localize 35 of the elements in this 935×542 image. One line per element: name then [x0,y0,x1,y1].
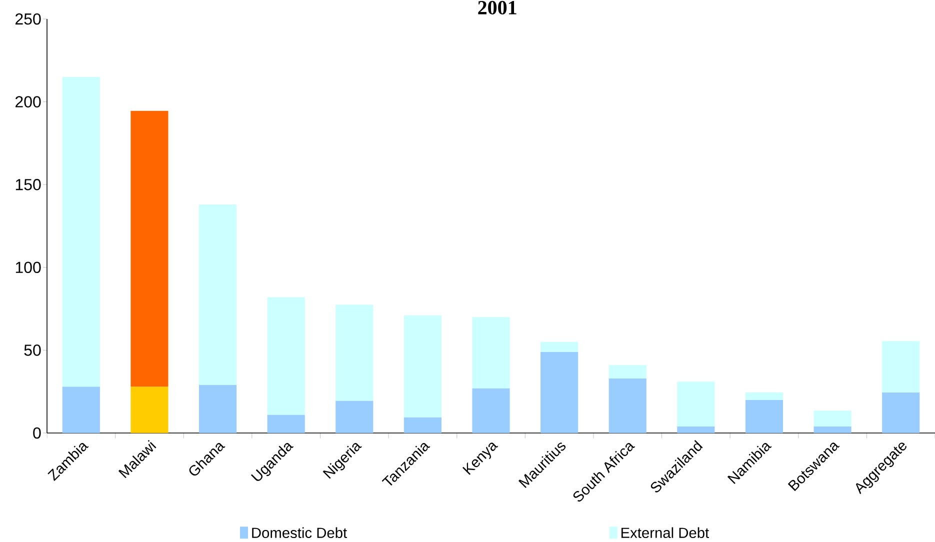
bar [608,365,646,378]
bar [62,76,100,387]
bar [608,378,646,433]
y-tick-label: 50 [24,344,41,356]
y-tick-label: 100 [16,262,41,274]
bar [814,426,852,433]
y-tick-label: 150 [16,178,41,190]
y-tick-label: 200 [16,96,41,108]
bar [540,352,578,433]
bar [130,110,168,387]
bar [267,414,305,433]
bar [336,304,374,401]
y-tick-label: 250 [16,13,41,25]
bar [472,317,510,388]
bar [198,384,237,433]
bar [336,400,374,433]
bar [677,426,715,433]
bar [404,315,442,418]
y-tick-label: 0 [33,427,41,439]
chart-title: 2001 [478,0,516,14]
bar [677,382,715,426]
bar [130,386,168,433]
legend-label: Domestic Debt [252,527,347,538]
bar [814,410,852,426]
bar [404,417,442,433]
bar [882,392,920,433]
bar [198,204,237,385]
bar [745,400,784,433]
bar [267,297,305,415]
bar [882,341,920,392]
bar [540,342,578,352]
bar [745,392,784,400]
bar [472,388,510,433]
legend-label: External Debt [621,527,709,538]
bar [62,386,100,433]
